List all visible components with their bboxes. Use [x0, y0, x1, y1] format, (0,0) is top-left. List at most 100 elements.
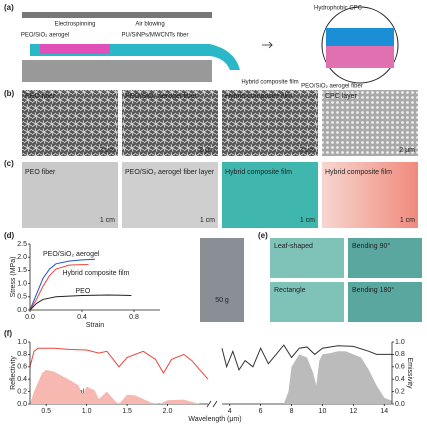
- y2-axis-label: Emissivity: [406, 357, 413, 389]
- schematic-text: PU/SiNPs/MWCNTs fiber: [121, 33, 188, 39]
- x-tick-label: 14: [380, 408, 388, 415]
- caption: PEO/SiO₂ aerogel fiber: [125, 93, 198, 100]
- x-tick-label: 0.0: [25, 314, 35, 321]
- caption: PEO fiber: [25, 169, 56, 176]
- photo: [122, 162, 218, 228]
- y-tick-label: 1.0: [17, 339, 27, 346]
- line: [29, 294, 132, 311]
- arrow: [262, 41, 273, 49]
- y2-tick-label: 0.8: [395, 351, 405, 358]
- scale-bar: 1 cm: [100, 217, 115, 224]
- caption: Hybrid composite film: [325, 169, 392, 176]
- y2-tick-label: 1.0: [395, 339, 405, 346]
- caption: PEO/SiO₂ aerogel fiber layer: [125, 169, 215, 176]
- caption: Leaf-shaped: [274, 243, 313, 250]
- panel-label: (a): [4, 3, 14, 12]
- top-plate: [22, 12, 212, 18]
- y-tick-label: 1.5: [17, 267, 27, 274]
- caption: Rectangle: [274, 287, 306, 294]
- x-axis-label: Wavelength (μm): [188, 416, 241, 423]
- schematic-text: Hydrophobic CPC: [314, 6, 363, 12]
- x-tick-label: 1.5: [122, 408, 132, 415]
- sem-image: [322, 90, 418, 156]
- sem-image: [22, 90, 118, 156]
- y-axis-label: Reflectivity: [10, 356, 17, 390]
- series-label: PEO: [76, 288, 91, 295]
- caption: 50 g: [215, 297, 229, 304]
- schematic-text: Hybrid composite film: [241, 80, 298, 86]
- caption: Hybrid composite film: [225, 169, 292, 176]
- scale-bar: 1 cm: [200, 217, 215, 224]
- photo: [270, 238, 344, 278]
- film-curl: [210, 44, 240, 70]
- y2-tick-label: 0.0: [395, 401, 405, 408]
- panel-label: (f): [4, 329, 12, 338]
- photo: [22, 162, 118, 228]
- y-tick-label: 0.8: [17, 351, 27, 358]
- axis-break: [206, 400, 218, 408]
- line: [29, 347, 209, 380]
- line: [29, 264, 89, 311]
- x-tick-label: 10: [319, 408, 327, 415]
- photo: [270, 282, 344, 322]
- schematic-text: PEO/SiO₂ aerogel: [21, 33, 69, 39]
- caption: PEO fiber: [25, 93, 56, 100]
- sem-image: [222, 90, 318, 156]
- x-tick-label: 0.8: [129, 314, 139, 321]
- y-tick-label: 0.0: [17, 401, 27, 408]
- cpc-layer: [326, 28, 394, 46]
- photo: [322, 162, 418, 228]
- y-tick-label: 0.4: [17, 376, 27, 383]
- scale-bar: 2 μm: [199, 147, 215, 154]
- photo: [222, 162, 318, 228]
- x-tick-label: 4: [228, 408, 232, 415]
- x-tick-label: 1.0: [82, 408, 92, 415]
- x-tick-label: 2.0: [163, 408, 173, 415]
- x-axis-label: Strain: [86, 322, 104, 329]
- panel-label: (c): [4, 159, 14, 168]
- photo-d: [200, 238, 244, 322]
- y-tick-label: 0.2: [17, 388, 27, 395]
- y2-tick-label: 0.4: [395, 376, 405, 383]
- scale-bar: 2 μm: [299, 147, 315, 154]
- y2-tick-label: 0.6: [395, 364, 405, 371]
- scale-bar: 2 μm: [399, 147, 415, 154]
- y2-tick-label: 0.2: [395, 388, 405, 395]
- x-tick-label: 12: [349, 408, 357, 415]
- y-tick-label: 0.6: [17, 364, 27, 371]
- y-tick-label: 2.0: [17, 254, 27, 261]
- sem-image: [122, 90, 218, 156]
- line: [29, 258, 96, 311]
- collector: [22, 60, 212, 82]
- scale-bar: 1 cm: [400, 217, 415, 224]
- photo: [348, 282, 422, 322]
- x-tick-label: 0.4: [77, 314, 87, 321]
- photo: [348, 238, 422, 278]
- line: [221, 344, 392, 372]
- panel-label: (e): [258, 231, 268, 240]
- schematic-text: Electrospinning: [54, 22, 95, 28]
- caption: Bending 90°: [352, 242, 390, 250]
- panel-label: (b): [4, 89, 15, 98]
- panel-label: (d): [4, 231, 15, 240]
- pink-layer: [40, 44, 110, 54]
- x-tick-label: 6: [259, 408, 263, 415]
- area: [222, 351, 392, 404]
- schematic-text: Air blowing: [135, 22, 164, 28]
- series-label: PEO/SiO₂ aerogel: [43, 251, 100, 258]
- y-axis-label: Stress (MPa): [10, 257, 17, 298]
- series-label: Hybrid composite film: [63, 270, 130, 277]
- scale-bar: 2 μm: [99, 147, 115, 154]
- caption: CPC layer: [325, 93, 358, 100]
- caption: Bending 180°: [352, 286, 394, 294]
- schematic-text: PEO/SiO₂ aerogel fiber: [301, 84, 363, 90]
- caption: Hybrid composite film: [225, 93, 292, 100]
- y-tick-label: 0.5: [17, 294, 27, 301]
- aerogel-layer: [326, 46, 394, 68]
- y-tick-label: 1.0: [17, 280, 27, 287]
- area: [30, 369, 208, 404]
- x-tick-label: 0.5: [41, 408, 51, 415]
- x-tick-label: 8: [290, 408, 294, 415]
- y-tick-label: 2.5: [17, 241, 27, 248]
